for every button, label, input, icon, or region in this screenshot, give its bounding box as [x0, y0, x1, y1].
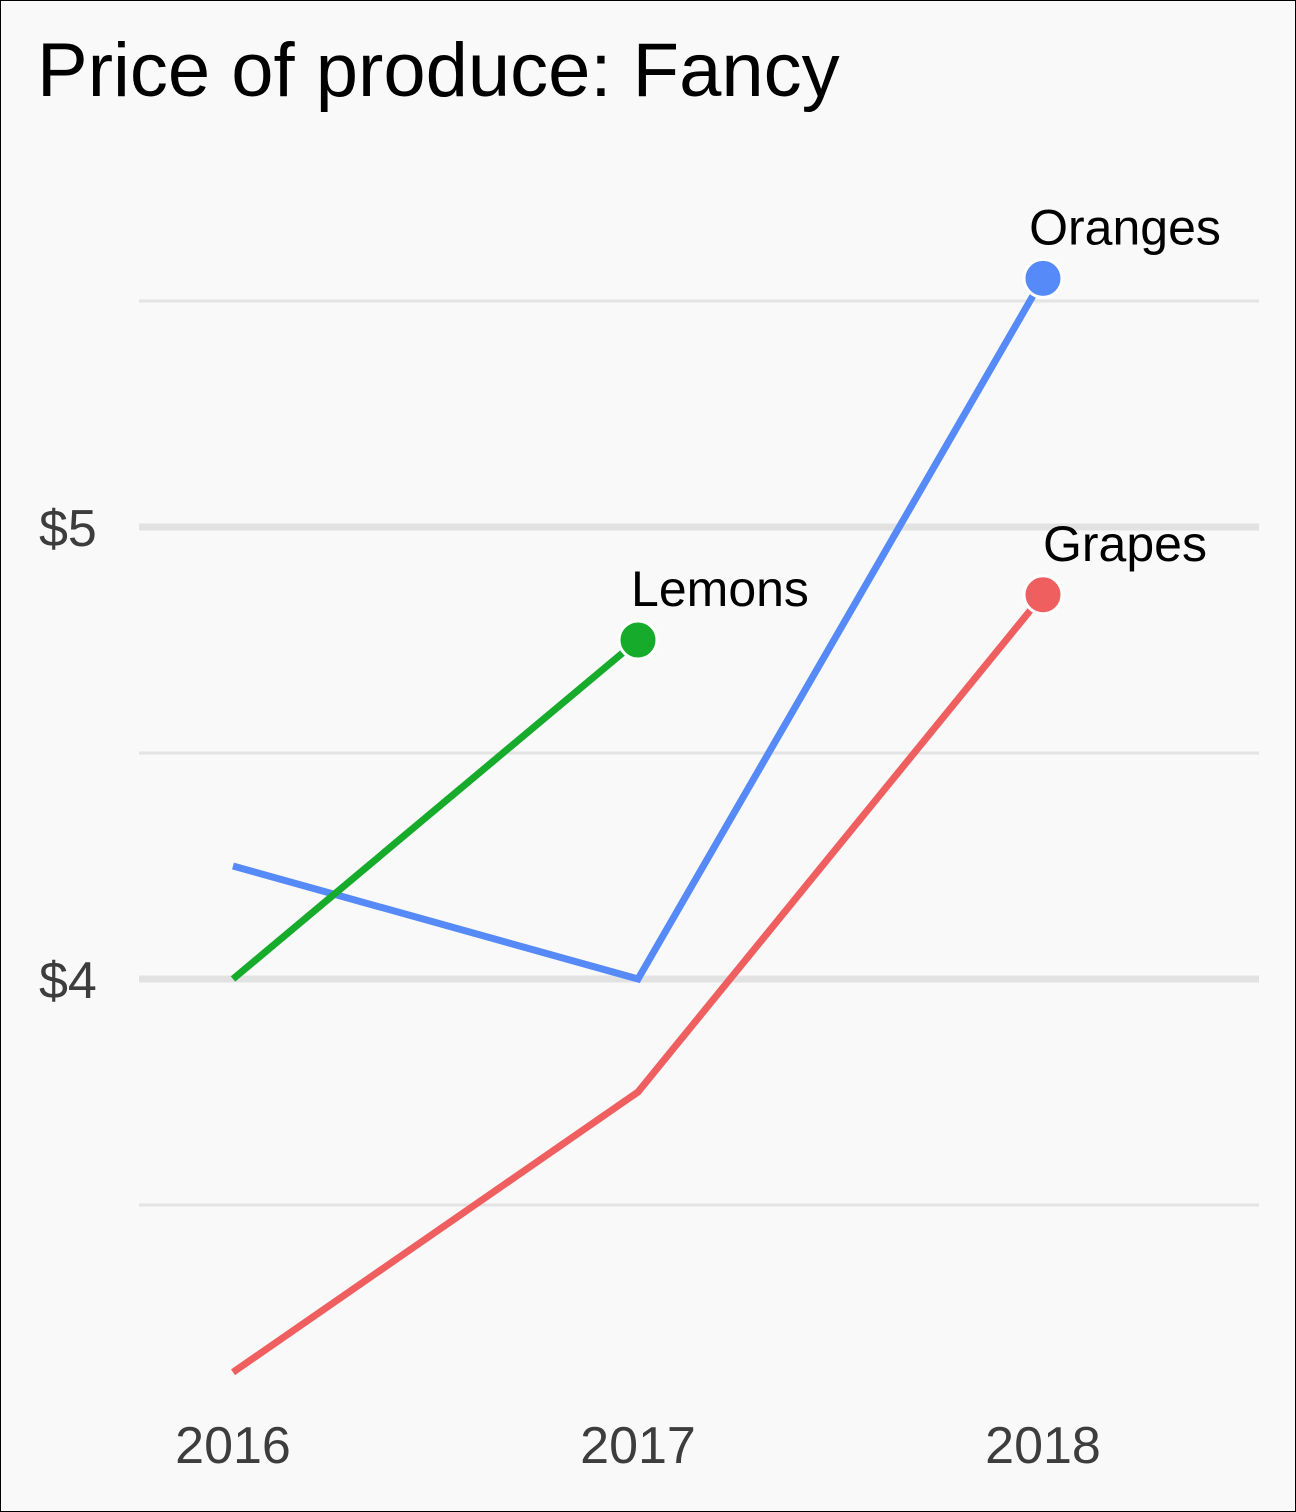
gridlines [139, 299, 1259, 1207]
series-line-grapes [231, 592, 1046, 1376]
series-end-point-oranges [1022, 257, 1064, 299]
x-tick-label: 2018 [985, 1417, 1101, 1475]
series-end-point-lemons [617, 619, 659, 661]
series-end-point-grapes [1022, 574, 1064, 616]
series-lines [230, 257, 1064, 1376]
axis-labels: $4 $5 2016 2017 2018 [39, 500, 1101, 1475]
series-end-labels: Grapes Oranges Lemons [631, 199, 1221, 617]
y-tick-label: $5 [39, 500, 97, 558]
x-tick-label: 2016 [175, 1417, 291, 1475]
series-label-oranges: Oranges [1029, 199, 1221, 255]
series-label-lemons: Lemons [631, 561, 809, 617]
x-tick-label: 2017 [580, 1417, 696, 1475]
series-label-grapes: Grapes [1043, 516, 1207, 572]
chart-title: Price of produce: Fancy [37, 28, 840, 113]
series-line-lemons [230, 637, 641, 982]
y-tick-label: $4 [39, 952, 97, 1010]
series-line-oranges [232, 276, 1047, 984]
